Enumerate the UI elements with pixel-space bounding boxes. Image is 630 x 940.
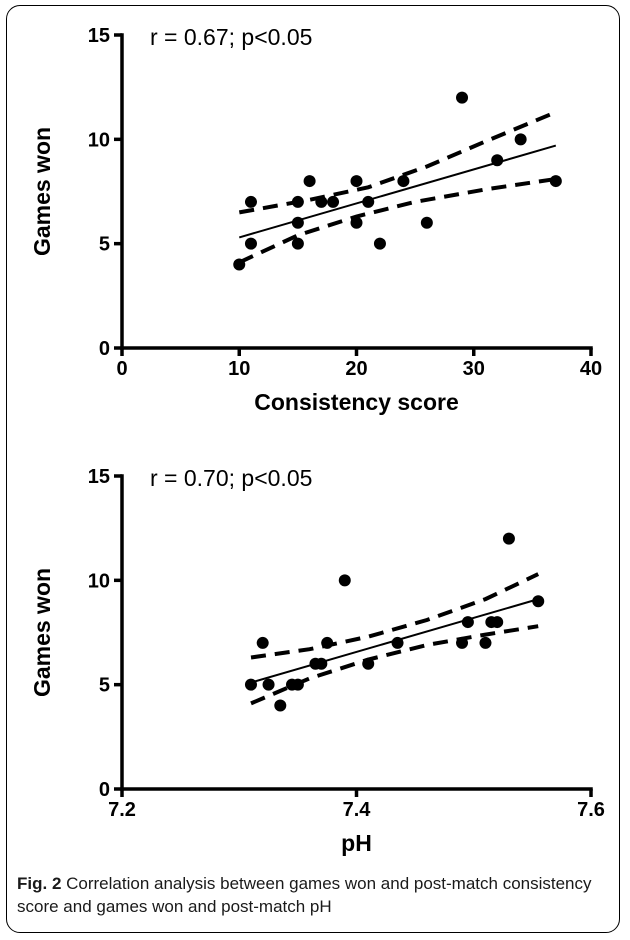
data-point [244,678,257,691]
ci-upper-curve [238,110,557,215]
data-point [362,657,375,670]
data-point [456,636,469,649]
data-point [291,195,304,208]
data-point [233,258,246,271]
figure-caption: Fig. 2 Correlation analysis between game… [17,872,617,918]
data-point [256,636,269,649]
x-axis-title: Consistency score [254,389,459,415]
data-point [491,616,504,629]
caption-text: Correlation analysis between games won a… [17,874,592,916]
x-tick-label: 0 [116,358,127,380]
data-point [321,636,334,649]
regression-line [238,144,557,239]
y-tick-label: 15 [88,25,110,47]
data-point [244,237,257,250]
y-tick-label: 15 [88,466,110,488]
data-point [397,175,410,188]
data-point [456,91,469,104]
data-point [291,237,304,250]
data-point [350,216,363,229]
data-point [315,657,328,670]
data-point [327,195,340,208]
y-tick-label: 10 [88,570,110,592]
data-point [549,175,562,188]
data-point [274,699,287,712]
data-point [350,175,363,188]
x-tick-label: 20 [345,358,367,380]
data-point [391,636,404,649]
data-point [502,532,515,545]
y-tick-label: 5 [99,675,110,697]
data-point [362,195,375,208]
data-point [373,237,386,250]
x-tick-label: 7.6 [577,799,605,821]
figure-frame [6,5,620,933]
data-point [420,216,433,229]
data-point [315,195,328,208]
figure-charts: 0 5 10 15 0 10 20 30 40 Consistency score Games wo… [29,24,605,856]
data-point [532,595,545,608]
data-point [491,154,504,167]
y-axis-title: Games won [29,568,55,697]
x-tick-label: 40 [580,358,602,380]
caption-label: Fig. 2 [17,874,62,893]
data-point [244,195,257,208]
x-axis-title: pH [341,830,372,856]
data-point [303,175,316,188]
y-tick-label: 10 [88,129,110,151]
data-point [338,574,351,587]
data-point [262,678,275,691]
y-tick-label: 0 [99,779,110,801]
ci-lower-curve [238,177,557,265]
data-point [479,636,492,649]
ci-upper-curve [250,572,540,660]
x-tick-label: 30 [463,358,485,380]
data-point [291,678,304,691]
data-point [461,616,474,629]
x-tick-label: 7.4 [343,799,372,821]
x-tick-label: 10 [228,358,250,380]
correlation-annotation: r = 0.67; p<0.05 [150,24,312,50]
data-point [291,216,304,229]
correlation-annotation: r = 0.70; p<0.05 [150,465,312,491]
chart-panel-1: 0 5 10 15 0 10 20 30 40 Consistency score Games wo… [29,24,602,415]
y-tick-label: 0 [99,338,110,360]
y-tick-label: 5 [99,234,110,256]
chart-panel-2: 0 5 10 15 7.2 7.4 7.6 pH Games won r = 0.70; p<0.… [29,465,605,856]
y-axis-title: Games won [29,127,55,256]
data-point [514,133,527,146]
x-tick-label: 7.2 [108,799,136,821]
